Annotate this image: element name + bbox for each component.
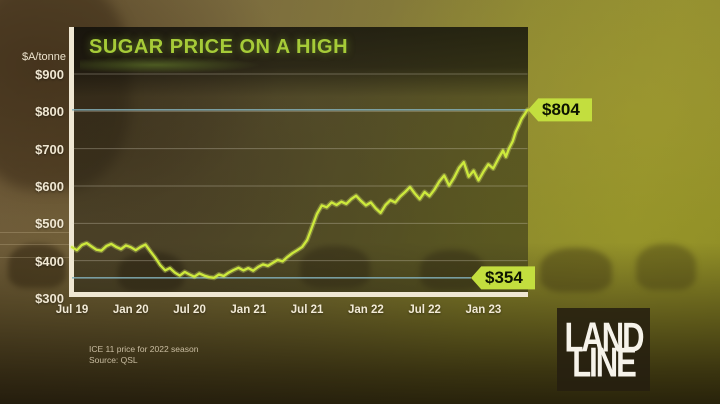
- footnote-line2: Source: QSL: [89, 355, 138, 365]
- x-tick-label: Jul 22: [408, 304, 441, 316]
- logo-line1: LAND: [564, 313, 644, 361]
- y-tick-label: $900: [35, 67, 64, 82]
- y-tick-label: $800: [35, 104, 64, 120]
- x-tick-label: Jan 23: [465, 304, 502, 316]
- price-tag-high: $804: [528, 98, 592, 122]
- chart-title: SUGAR PRICE ON A HIGH: [89, 36, 349, 58]
- footnote-line1: ICE 11 price for 2022 season: [89, 344, 199, 354]
- y-tick-label: $300: [35, 291, 64, 306]
- x-tick-label: Jul 20: [173, 304, 206, 316]
- x-tick-label: Jan 22: [347, 304, 384, 316]
- y-axis-unit-label: $A/tonne: [21, 51, 66, 63]
- price-line: [69, 107, 530, 281]
- y-tick-label: $500: [35, 216, 64, 232]
- y-tick-label: $400: [35, 253, 64, 269]
- y-tick-label: $700: [35, 141, 64, 157]
- landline-logo: LAND LINE: [557, 308, 650, 391]
- x-tick-label: Jul 19: [55, 304, 89, 316]
- logo-line2: LINE: [572, 338, 637, 386]
- y-tick-label: $600: [35, 179, 64, 194]
- price-line: [70, 108, 529, 279]
- x-tick-label: Jan 21: [230, 304, 267, 316]
- chart-panel: [69, 27, 528, 297]
- chart-footnote: ICE 11 price for 2022 season Source: QSL: [89, 344, 198, 366]
- price-tag-low: $354: [471, 266, 535, 290]
- x-tick-label: Jul 21: [290, 304, 324, 316]
- x-tick-label: Jan 20: [112, 304, 149, 316]
